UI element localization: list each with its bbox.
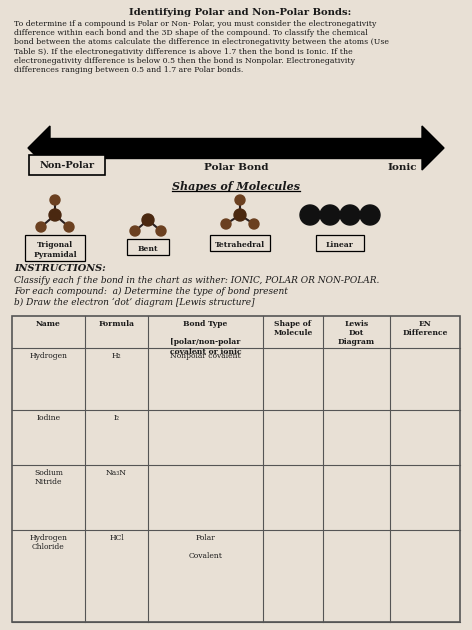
Polygon shape	[50, 138, 422, 158]
FancyBboxPatch shape	[25, 235, 85, 261]
Text: Tetrahedral: Tetrahedral	[215, 241, 265, 249]
Text: Ionic: Ionic	[387, 163, 417, 171]
Circle shape	[340, 205, 360, 225]
Text: Non-Polar: Non-Polar	[40, 161, 94, 169]
Text: Sodium
Nitride: Sodium Nitride	[34, 469, 63, 486]
Text: Shape of
Molecule: Shape of Molecule	[273, 320, 312, 337]
Text: b) Draw the electron ‘dot’ diagram [Lewis structure]: b) Draw the electron ‘dot’ diagram [Lewi…	[14, 298, 254, 307]
Text: Bond Type

[polar/non-polar
covalent or ionic: Bond Type [polar/non-polar covalent or i…	[170, 320, 241, 355]
Circle shape	[142, 214, 154, 226]
FancyBboxPatch shape	[316, 235, 364, 251]
FancyBboxPatch shape	[127, 239, 169, 255]
Text: Hydrogen
Chloride: Hydrogen Chloride	[29, 534, 67, 551]
Text: Formula: Formula	[99, 320, 135, 328]
Text: H₂: H₂	[112, 352, 121, 360]
Text: EN
Difference: EN Difference	[402, 320, 448, 337]
Text: Identifying Polar and Non-Polar Bonds:: Identifying Polar and Non-Polar Bonds:	[129, 8, 351, 17]
Text: Lewis
Dot
Diagram: Lewis Dot Diagram	[338, 320, 375, 347]
Circle shape	[300, 205, 320, 225]
Text: Trigonal
Pyramidal: Trigonal Pyramidal	[33, 241, 77, 258]
Circle shape	[36, 222, 46, 232]
Text: Name: Name	[36, 320, 61, 328]
Text: Hydrogen: Hydrogen	[29, 352, 67, 360]
Text: Iodine: Iodine	[36, 414, 60, 422]
Text: Classify each f the bond in the chart as wither: IONIC, POLAR OR NON-POLAR.: Classify each f the bond in the chart as…	[14, 276, 379, 285]
Text: For each compound:  a) Determine the type of bond present: For each compound: a) Determine the type…	[14, 287, 288, 296]
Text: Bent: Bent	[138, 245, 158, 253]
Polygon shape	[422, 126, 444, 170]
Circle shape	[234, 209, 246, 221]
Text: Linear: Linear	[326, 241, 354, 249]
Circle shape	[64, 222, 74, 232]
Text: INSTRUCTIONS:: INSTRUCTIONS:	[14, 264, 106, 273]
Circle shape	[50, 195, 60, 205]
Circle shape	[360, 205, 380, 225]
Circle shape	[320, 205, 340, 225]
Circle shape	[221, 219, 231, 229]
Text: Nonpolar covalent: Nonpolar covalent	[170, 352, 241, 360]
Circle shape	[156, 226, 166, 236]
Circle shape	[235, 195, 245, 205]
Bar	[12, 316, 460, 622]
Text: HCl: HCl	[109, 534, 124, 542]
Text: Na₃N: Na₃N	[106, 469, 127, 477]
Text: Polar

Covalent: Polar Covalent	[188, 534, 222, 561]
Circle shape	[49, 209, 61, 221]
Polygon shape	[28, 126, 50, 170]
FancyBboxPatch shape	[210, 235, 270, 251]
FancyBboxPatch shape	[29, 155, 105, 175]
Text: I₂: I₂	[113, 414, 119, 422]
Circle shape	[249, 219, 259, 229]
Circle shape	[130, 226, 140, 236]
Text: Polar Bond: Polar Bond	[204, 163, 268, 171]
Text: Shapes of Molecules: Shapes of Molecules	[172, 181, 300, 192]
Text: To determine if a compound is Polar or Non- Polar, you must consider the electro: To determine if a compound is Polar or N…	[14, 20, 389, 74]
